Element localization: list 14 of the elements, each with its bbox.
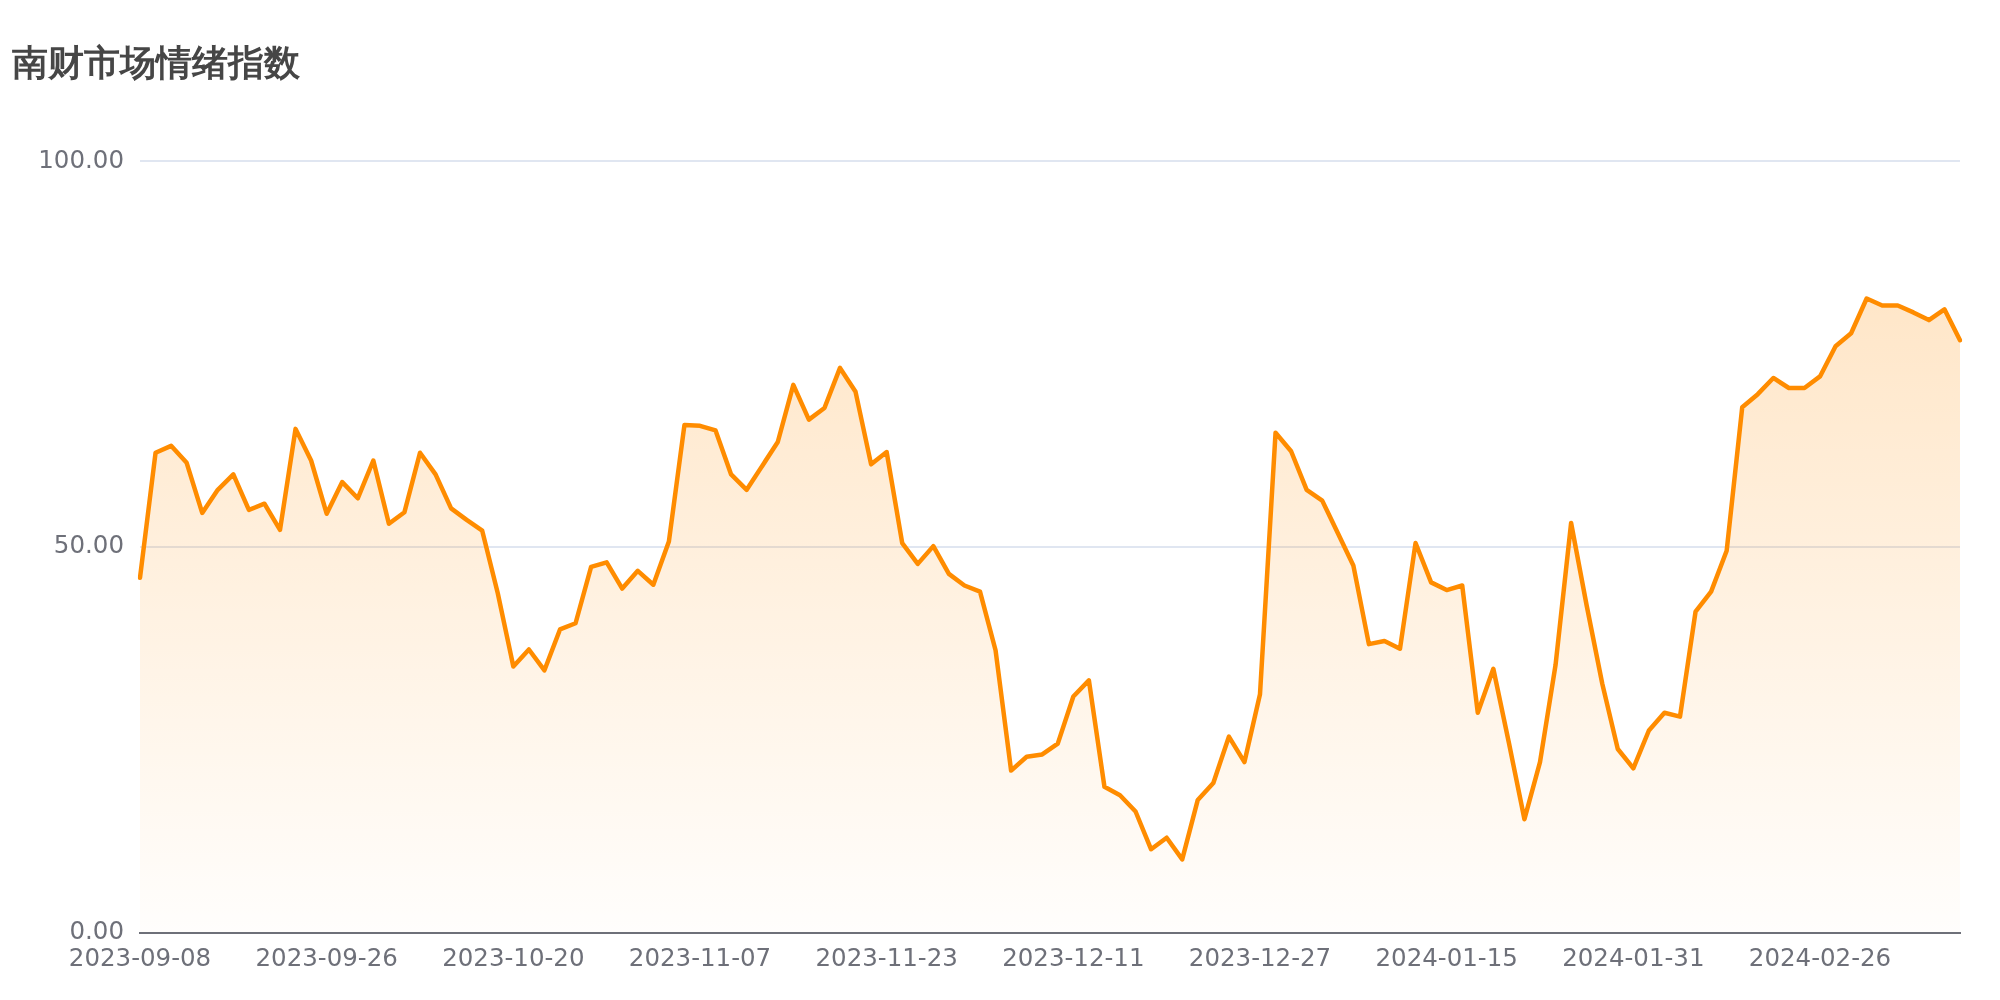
x-tick-label: 2023-11-07 [628,942,772,972]
x-tick-label: 2024-01-15 [1375,942,1518,972]
x-tick-label: 2023-09-08 [68,942,212,972]
x-tick-label: 2024-02-26 [1748,942,1892,972]
chart-title: 南财市场情绪指数 [12,41,301,83]
y-tick-label: 0.00 [69,915,124,945]
x-tick-label: 2023-11-23 [815,942,958,972]
y-tick-label: 50.00 [53,530,124,560]
x-tick-label: 2023-10-20 [442,942,585,972]
x-tick-label: 2023-09-26 [255,942,398,972]
x-tick-label: 2024-01-31 [1562,942,1705,972]
x-tick-label: 2023-12-27 [1188,942,1332,972]
y-tick-label: 100.00 [38,144,124,174]
x-tick-label: 2023-12-11 [1002,942,1145,972]
